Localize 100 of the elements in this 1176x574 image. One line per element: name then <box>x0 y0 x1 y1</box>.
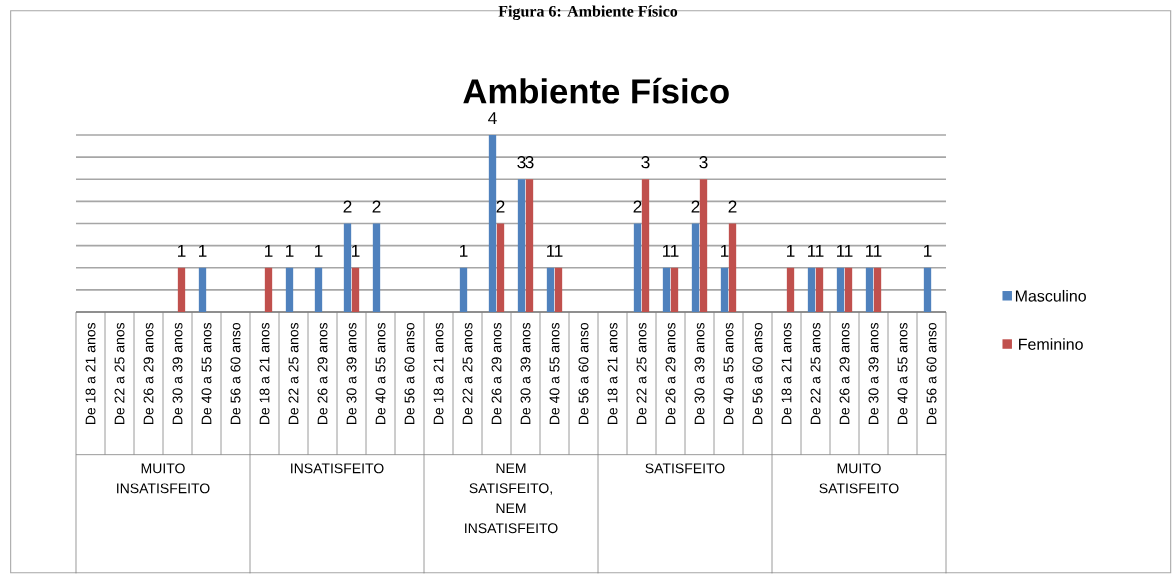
bar <box>699 179 708 312</box>
bar <box>517 179 526 312</box>
x-tick-label: De 56 a 60 anso <box>578 323 589 424</box>
bar <box>865 267 874 312</box>
legend-label: Feminino <box>1019 338 1083 350</box>
x-tick-label: De 22 a 25 anos <box>636 322 647 424</box>
bar <box>662 267 671 312</box>
bar <box>351 267 360 312</box>
text: MUITO SATISFEITO <box>819 463 899 494</box>
data-label: 3 <box>517 156 526 169</box>
data-label: 3 <box>641 156 650 169</box>
x-tick-label: De 40 a 55 anos <box>375 322 386 424</box>
bar <box>844 267 853 312</box>
data-label: 1 <box>721 244 729 257</box>
x-tick-label: De 30 a 39 anos <box>520 322 531 424</box>
data-label: 1 <box>845 244 853 257</box>
bar <box>691 223 700 312</box>
data-label: 1 <box>808 244 816 257</box>
data-label: 1 <box>352 244 360 257</box>
x-tick-label: De 56 a 60 anso <box>926 323 937 424</box>
x-tick-label: De 26 a 29 anos <box>665 322 676 424</box>
data-label: 1 <box>663 244 671 257</box>
x-tick-label: De 26 a 29 anos <box>317 322 328 424</box>
data-label: 2 <box>728 200 737 213</box>
bar <box>815 267 824 312</box>
data-label: 1 <box>547 244 555 257</box>
bar <box>807 267 816 312</box>
bar <box>264 267 273 312</box>
bar <box>496 223 505 312</box>
data-label: 1 <box>286 244 294 257</box>
x-tick-label: De 40 a 55 anos <box>549 322 560 424</box>
data-label: 1 <box>199 244 207 257</box>
bar <box>198 267 207 312</box>
x-tick-label: De 56 a 60 anso <box>230 323 241 424</box>
x-tick-label: De 56 a 60 anso <box>752 323 763 424</box>
x-tick-label: De 26 a 29 anos <box>491 322 502 424</box>
legend-label: Masculino <box>1015 289 1086 302</box>
bar <box>285 267 294 312</box>
bar <box>786 267 795 312</box>
data-label: 4 <box>488 112 497 125</box>
text: INSATISFEITO <box>291 463 384 474</box>
x-tick-label: De 22 a 25 anos <box>288 322 299 424</box>
x-tick-label: De 30 a 39 anos <box>172 322 183 424</box>
data-label: 1 <box>315 244 323 257</box>
bar <box>633 223 642 312</box>
data-label: 2 <box>343 200 352 213</box>
x-tick-label: De 40 a 55 anos <box>201 322 212 424</box>
data-label: 1 <box>555 244 563 257</box>
bar <box>343 223 352 312</box>
x-tick-label: De 30 a 39 anos <box>346 322 357 424</box>
bar <box>525 179 534 312</box>
data-label: 1 <box>178 244 186 257</box>
bar <box>459 267 468 312</box>
x-tick-label: De 18 a 21 anos <box>433 322 444 424</box>
data-label: 1 <box>866 244 874 257</box>
x-tick-label: De 18 a 21 anos <box>781 322 792 424</box>
data-label: 1 <box>924 244 932 257</box>
bar <box>670 267 679 312</box>
x-tick-label: De 30 a 39 anos <box>694 322 705 424</box>
x-tick-label: De 40 a 55 anos <box>897 322 908 424</box>
x-tick-label: De 30 a 39 anos <box>868 322 879 424</box>
bar <box>546 267 555 312</box>
data-label: 1 <box>787 244 795 257</box>
x-tick-label: De 22 a 25 anos <box>462 322 473 424</box>
bar <box>873 267 882 312</box>
data-label: 1 <box>816 244 824 257</box>
text: MUITO INSATISFEITO <box>117 463 210 494</box>
data-label: 2 <box>372 200 381 213</box>
bar <box>314 267 323 312</box>
bar <box>488 135 497 312</box>
data-label: 1 <box>265 244 273 257</box>
text: SATISFEITO <box>645 463 725 474</box>
bar <box>177 267 186 312</box>
x-tick-label: De 18 a 21 anos <box>607 322 618 424</box>
bar <box>554 267 563 312</box>
text: NEM SATISFEITO, NEM INSATISFEITO <box>465 463 558 534</box>
text: Figura 6: Ambiente Físico <box>498 5 678 21</box>
x-tick-label: De 22 a 25 anos <box>114 322 125 424</box>
chart-title: Ambiente Físico <box>463 77 729 104</box>
x-tick-label: De 18 a 21 anos <box>259 322 270 424</box>
data-label: 2 <box>496 200 505 213</box>
bar <box>728 223 737 312</box>
x-tick-label: De 18 a 21 anos <box>85 322 96 424</box>
data-label: 3 <box>699 156 708 169</box>
bar <box>372 223 381 312</box>
data-label: 1 <box>837 244 845 257</box>
data-label: 2 <box>691 200 700 213</box>
x-tick-label: De 22 a 25 anos <box>810 322 821 424</box>
bar <box>923 267 932 312</box>
bar <box>836 267 845 312</box>
x-tick-label: De 26 a 29 anos <box>839 322 850 424</box>
data-label: 2 <box>633 200 642 213</box>
bar <box>641 179 650 312</box>
x-tick-label: De 40 a 55 anos <box>723 322 734 424</box>
x-tick-label: De 56 a 60 anso <box>404 323 415 424</box>
data-label: 1 <box>460 244 468 257</box>
x-tick-label: De 26 a 29 anos <box>143 322 154 424</box>
data-label: 1 <box>671 244 679 257</box>
data-label: 1 <box>874 244 882 257</box>
bar <box>720 267 729 312</box>
